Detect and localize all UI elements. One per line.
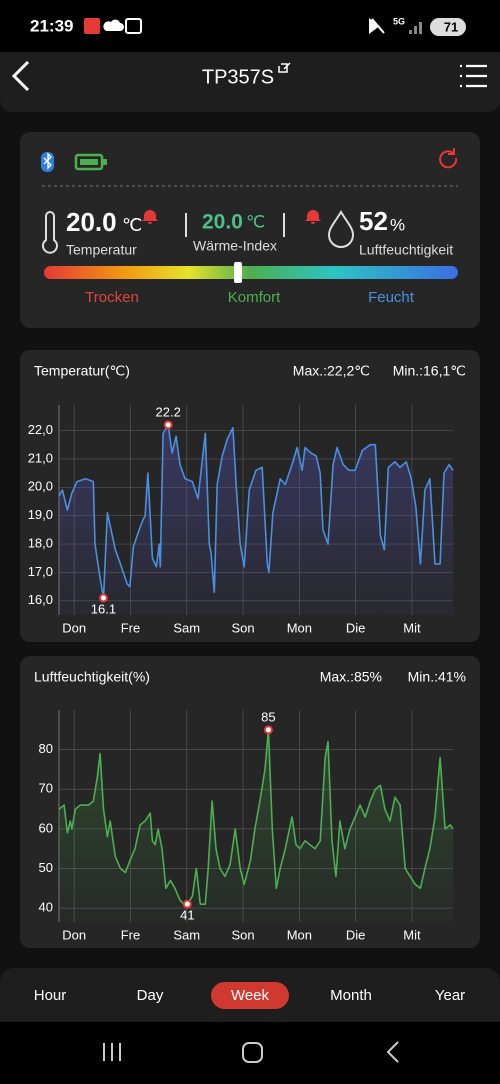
humidity-icon: [327, 210, 355, 248]
x-tick-label: Don: [62, 620, 86, 635]
x-tick-label: Die: [346, 927, 366, 942]
tab[interactable]: Week: [231, 987, 270, 1004]
battery-level: 71: [444, 19, 458, 34]
y-tick-label: 20,0: [28, 479, 53, 494]
max-label: Max.:22,2℃: [293, 363, 370, 379]
y-tick-label: 16,0: [28, 592, 53, 607]
edit-icon[interactable]: [278, 62, 291, 73]
temperature-value: 20.0: [66, 207, 117, 237]
y-tick-label: 22,0: [28, 422, 53, 437]
y-tick-label: 50: [39, 860, 53, 875]
chart-title: Luftfeuchtigkeit(%): [34, 669, 150, 685]
thermometer-icon: [42, 211, 58, 254]
notification-icon: [84, 18, 100, 34]
comfort-indicator: [234, 262, 242, 283]
alarm-icon[interactable]: [305, 210, 321, 224]
tab-selected: [211, 982, 289, 1009]
extreme-label: 85: [261, 709, 275, 724]
battery-fill: [80, 159, 98, 165]
humidity-unit: %: [390, 215, 405, 234]
extreme-label: 41: [180, 908, 194, 923]
temperature-unit: ℃: [122, 215, 142, 235]
tab[interactable]: Hour: [34, 987, 67, 1004]
y-tick-label: 17,0: [28, 564, 53, 579]
extreme-marker: [182, 899, 192, 909]
heat-index-unit: ℃: [246, 212, 265, 231]
x-tick-label: Mon: [287, 927, 312, 942]
extreme-label: 16.1: [91, 601, 116, 616]
cloud-icon: [103, 19, 124, 31]
tabs: Hour Day Week Month Year: [34, 982, 465, 1009]
temperature-label: Temperatur: [66, 242, 137, 258]
clock: 21:39: [30, 16, 73, 35]
bluetooth-glyph: [43, 152, 52, 170]
y-tick-label: 60: [39, 820, 53, 835]
x-tick-label: Sam: [173, 620, 200, 635]
scale-label: Feucht: [368, 289, 415, 306]
x-tick-label: Don: [62, 927, 86, 942]
device-name: TP357S: [202, 66, 274, 88]
back-button[interactable]: [11, 60, 30, 92]
home-button[interactable]: [242, 1042, 263, 1063]
x-tick-label: Mit: [403, 620, 421, 635]
network-type: 5G: [393, 16, 405, 26]
tab[interactable]: Day: [137, 987, 164, 1004]
x-tick-label: Fre: [121, 927, 141, 942]
y-tick-label: 70: [39, 781, 53, 796]
min-label: Min.:41%: [408, 669, 466, 685]
mute-icon: [369, 18, 385, 34]
signal-icon: [409, 22, 422, 34]
recents-button[interactable]: [103, 1043, 121, 1061]
y-tick-label: 80: [39, 741, 53, 756]
x-tick-label: Sam: [173, 927, 200, 942]
battery-icon: [430, 18, 466, 36]
humidity-label: Luftfeuchtigkeit: [359, 242, 453, 258]
heat-index-value: 20.0: [202, 211, 243, 234]
charts: Temperatur(℃) Max.:22,2℃ Min.:16,1℃ 16,0 17,…: [28, 363, 466, 943]
line: [58, 729, 454, 905]
nav-bar: [0, 1022, 500, 1084]
chart-title: Temperatur(℃): [34, 363, 130, 379]
extreme-marker: [263, 725, 273, 735]
min-label: Min.:16,1℃: [393, 363, 466, 379]
x-tick-label: Mon: [287, 620, 312, 635]
battery-tip: [103, 159, 107, 165]
y-tick-label: 18,0: [28, 535, 53, 550]
heat-index-label: Wärme-Index: [193, 238, 277, 254]
extreme-marker: [98, 593, 108, 603]
alarm-icon[interactable]: [142, 210, 158, 224]
tab[interactable]: Month: [330, 987, 372, 1004]
x-tick-label: Fre: [121, 620, 141, 635]
tab[interactable]: Year: [435, 987, 465, 1004]
x-tick-label: Son: [231, 927, 254, 942]
max-label: Max.:85%: [320, 669, 382, 685]
refresh-button[interactable]: [439, 148, 458, 169]
y-tick-label: 19,0: [28, 507, 53, 522]
nav-back-button[interactable]: [386, 1041, 399, 1063]
scale-label: Komfort: [228, 289, 281, 306]
area: [59, 424, 453, 615]
x-tick-label: Son: [231, 620, 254, 635]
app-icon: [125, 18, 142, 34]
line: [58, 424, 454, 599]
y-tick-label: 21,0: [28, 450, 53, 465]
header: [0, 52, 500, 112]
extreme-label: 22.2: [156, 404, 181, 419]
humidity-value: 52: [359, 206, 388, 236]
scale-label: Trocken: [85, 289, 139, 306]
menu-button[interactable]: [460, 64, 487, 88]
comfort-scale: [44, 266, 458, 279]
x-tick-label: Mit: [403, 927, 421, 942]
x-tick-label: Die: [346, 620, 366, 635]
y-tick-label: 40: [39, 900, 53, 915]
status-bar: [0, 0, 500, 52]
battery-status: [74, 153, 104, 171]
extreme-marker: [163, 420, 173, 430]
